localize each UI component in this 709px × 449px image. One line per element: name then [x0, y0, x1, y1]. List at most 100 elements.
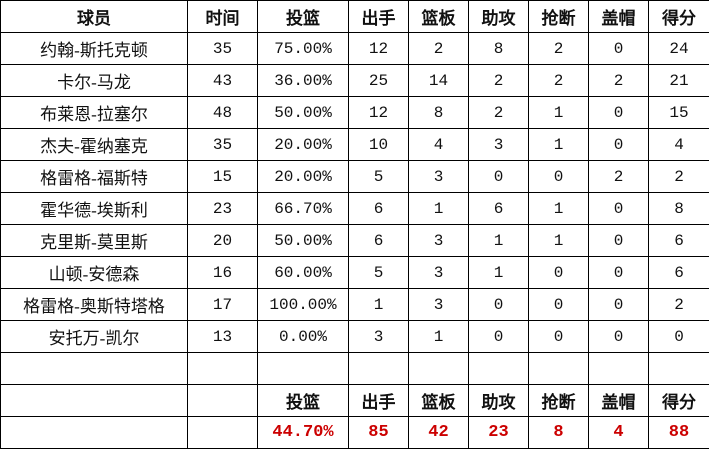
stat-cell[interactable]: 21 — [649, 65, 709, 97]
stat-cell[interactable]: 25 — [349, 65, 409, 97]
player-name-cell[interactable]: 安托万-凯尔 — [1, 321, 188, 353]
stat-cell[interactable]: 48 — [188, 97, 258, 129]
stat-cell[interactable]: 1 — [469, 257, 529, 289]
stat-cell[interactable]: 35 — [188, 129, 258, 161]
stat-cell[interactable]: 0 — [469, 289, 529, 321]
stat-cell[interactable]: 1 — [529, 193, 589, 225]
stat-cell[interactable]: 2 — [469, 65, 529, 97]
stat-cell[interactable]: 10 — [349, 129, 409, 161]
header-cell[interactable]: 盖帽 — [589, 1, 649, 33]
totals-value-cell[interactable]: 4 — [589, 417, 649, 449]
stat-cell[interactable]: 4 — [409, 129, 469, 161]
totals-label-cell[interactable]: 投篮 — [258, 385, 349, 417]
stat-cell[interactable]: 0 — [589, 321, 649, 353]
stat-cell[interactable]: 1 — [409, 193, 469, 225]
totals-value-cell[interactable]: 85 — [349, 417, 409, 449]
stat-cell[interactable]: 8 — [409, 97, 469, 129]
stat-cell[interactable]: 75.00% — [258, 33, 349, 65]
stat-cell[interactable]: 6 — [349, 193, 409, 225]
stat-cell[interactable]: 1 — [469, 225, 529, 257]
stat-cell[interactable]: 1 — [349, 289, 409, 321]
stat-cell[interactable]: 20.00% — [258, 161, 349, 193]
stat-cell[interactable]: 15 — [188, 161, 258, 193]
player-name-cell[interactable]: 杰夫-霍纳塞克 — [1, 129, 188, 161]
player-name-cell[interactable]: 约翰-斯托克顿 — [1, 33, 188, 65]
stat-cell[interactable]: 1 — [529, 225, 589, 257]
totals-value-cell[interactable]: 42 — [409, 417, 469, 449]
stat-cell[interactable]: 5 — [349, 257, 409, 289]
stat-cell[interactable]: 2 — [649, 161, 709, 193]
header-cell[interactable]: 篮板 — [409, 1, 469, 33]
stat-cell[interactable]: 43 — [188, 65, 258, 97]
empty-cell[interactable] — [589, 353, 649, 385]
stat-cell[interactable]: 0 — [589, 97, 649, 129]
stat-cell[interactable]: 3 — [349, 321, 409, 353]
stat-cell[interactable]: 24 — [649, 33, 709, 65]
totals-value-cell[interactable]: 23 — [469, 417, 529, 449]
empty-cell[interactable] — [188, 417, 258, 449]
stat-cell[interactable]: 3 — [469, 129, 529, 161]
empty-cell[interactable] — [409, 353, 469, 385]
stat-cell[interactable]: 3 — [409, 257, 469, 289]
player-name-cell[interactable]: 格雷格-奥斯特塔格 — [1, 289, 188, 321]
stat-cell[interactable]: 2 — [589, 65, 649, 97]
player-name-cell[interactable]: 山顿-安德森 — [1, 257, 188, 289]
empty-cell[interactable] — [649, 353, 709, 385]
stat-cell[interactable]: 60.00% — [258, 257, 349, 289]
stat-cell[interactable]: 0 — [589, 193, 649, 225]
stat-cell[interactable]: 8 — [649, 193, 709, 225]
stat-cell[interactable]: 0 — [529, 257, 589, 289]
stat-cell[interactable]: 0 — [649, 321, 709, 353]
empty-cell[interactable] — [529, 353, 589, 385]
empty-cell[interactable] — [469, 353, 529, 385]
stat-cell[interactable]: 2 — [409, 33, 469, 65]
empty-cell[interactable] — [188, 385, 258, 417]
player-name-cell[interactable]: 霍华德-埃斯利 — [1, 193, 188, 225]
empty-cell[interactable] — [258, 353, 349, 385]
stat-cell[interactable]: 13 — [188, 321, 258, 353]
empty-cell[interactable] — [1, 417, 188, 449]
stat-cell[interactable]: 1 — [529, 97, 589, 129]
stat-cell[interactable]: 100.00% — [258, 289, 349, 321]
stat-cell[interactable]: 0 — [589, 257, 649, 289]
stat-cell[interactable]: 35 — [188, 33, 258, 65]
stat-cell[interactable]: 20 — [188, 225, 258, 257]
header-cell[interactable]: 得分 — [649, 1, 709, 33]
stat-cell[interactable]: 2 — [649, 289, 709, 321]
stat-cell[interactable]: 2 — [469, 97, 529, 129]
stat-cell[interactable]: 0 — [589, 225, 649, 257]
totals-label-cell[interactable]: 篮板 — [409, 385, 469, 417]
stat-cell[interactable]: 0 — [469, 161, 529, 193]
stat-cell[interactable]: 14 — [409, 65, 469, 97]
stat-cell[interactable]: 0 — [589, 33, 649, 65]
empty-cell[interactable] — [1, 385, 188, 417]
stat-cell[interactable]: 2 — [589, 161, 649, 193]
stat-cell[interactable]: 3 — [409, 225, 469, 257]
stat-cell[interactable]: 23 — [188, 193, 258, 225]
stat-cell[interactable]: 2 — [529, 33, 589, 65]
stat-cell[interactable]: 50.00% — [258, 225, 349, 257]
stat-cell[interactable]: 1 — [409, 321, 469, 353]
player-name-cell[interactable]: 布莱恩-拉塞尔 — [1, 97, 188, 129]
stat-cell[interactable]: 3 — [409, 289, 469, 321]
stat-cell[interactable]: 12 — [349, 97, 409, 129]
header-cell[interactable]: 球员 — [1, 1, 188, 33]
player-name-cell[interactable]: 卡尔-马龙 — [1, 65, 188, 97]
stat-cell[interactable]: 1 — [529, 129, 589, 161]
header-cell[interactable]: 出手 — [349, 1, 409, 33]
stat-cell[interactable]: 20.00% — [258, 129, 349, 161]
stat-cell[interactable]: 0.00% — [258, 321, 349, 353]
stat-cell[interactable]: 16 — [188, 257, 258, 289]
stat-cell[interactable]: 12 — [349, 33, 409, 65]
totals-label-cell[interactable]: 得分 — [649, 385, 709, 417]
stat-cell[interactable]: 0 — [529, 321, 589, 353]
totals-value-cell[interactable]: 88 — [649, 417, 709, 449]
stat-cell[interactable]: 15 — [649, 97, 709, 129]
header-cell[interactable]: 助攻 — [469, 1, 529, 33]
empty-cell[interactable] — [1, 353, 188, 385]
stat-cell[interactable]: 4 — [649, 129, 709, 161]
totals-label-cell[interactable]: 助攻 — [469, 385, 529, 417]
stat-cell[interactable]: 66.70% — [258, 193, 349, 225]
empty-cell[interactable] — [349, 353, 409, 385]
stat-cell[interactable]: 50.00% — [258, 97, 349, 129]
